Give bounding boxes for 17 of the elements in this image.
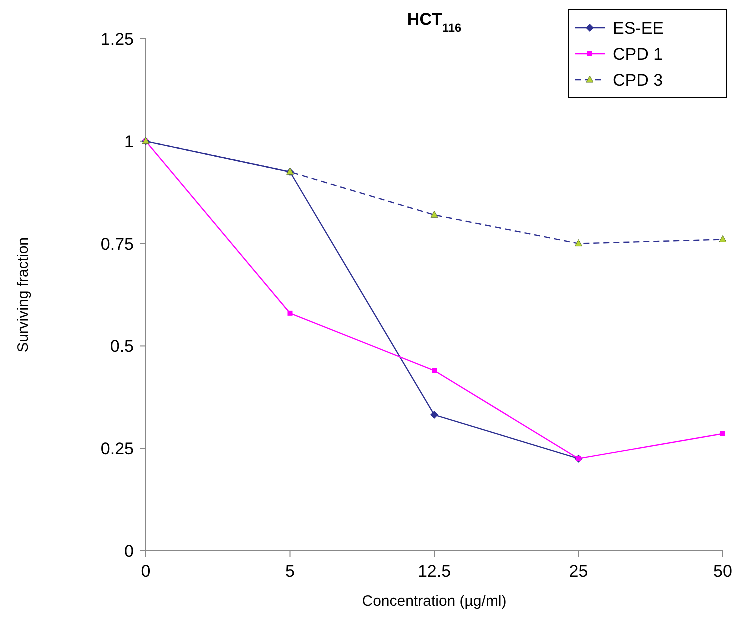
y-tick-label: 0: [124, 542, 134, 561]
x-tick-label: 5: [286, 562, 295, 581]
y-tick-label: 0.25: [100, 440, 134, 459]
chart-title: HCT$_{116}$: [407, 10, 462, 35]
x-tick-label: 25: [569, 562, 588, 581]
legend-label: CPD 3: [613, 70, 664, 90]
x-tick-label: 0: [141, 562, 151, 581]
y-axis-title: Surviving fraction: [15, 237, 32, 353]
legend-label: ES-EE: [613, 18, 664, 38]
y-tick-label: 0.75: [100, 234, 134, 254]
legend-label: CPD 1: [613, 44, 664, 64]
x-tick-label: 50: [714, 562, 732, 581]
x-axis-title: Concentration (µg/ml): [362, 593, 507, 610]
y-tick-label: 0.5: [110, 337, 134, 356]
x-tick-label: 12.5: [418, 562, 452, 581]
y-tick-label: 1.25: [100, 30, 134, 49]
y-tick-label: 1: [124, 132, 134, 152]
